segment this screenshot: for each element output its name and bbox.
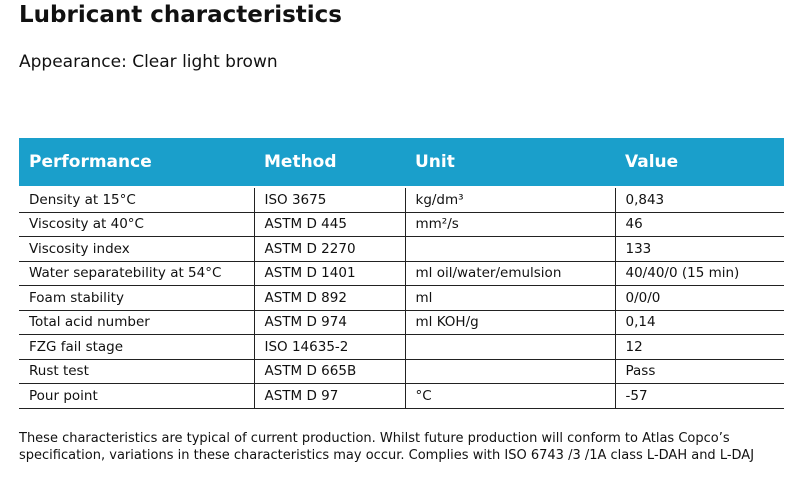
- table-cell: Pour point: [19, 383, 255, 409]
- table-row: Pour point ASTM D 97 °C -57: [19, 383, 784, 409]
- table-cell: ml: [404, 285, 616, 311]
- table-cell: ASTM D 665B: [253, 358, 406, 384]
- column-header: Value: [615, 138, 784, 188]
- table-cell: kg/dm³: [404, 186, 616, 213]
- table-row: Density at 15°C ISO 3675 kg/dm³ 0,843: [19, 186, 784, 213]
- table-cell: Foam stability: [19, 285, 255, 311]
- table-cell: Density at 15°C: [19, 186, 255, 213]
- table-cell: ml oil/water/emulsion: [404, 260, 616, 286]
- table-cell: [404, 358, 616, 384]
- table-cell: ASTM D 1401: [253, 260, 406, 286]
- table-row: Water separatebility at 54°C ASTM D 1401 m…: [19, 260, 784, 286]
- table-cell: °C: [404, 383, 616, 409]
- table-cell: [404, 334, 616, 360]
- table-cell: Viscosity at 40°C: [19, 211, 255, 237]
- table-cell: Total acid number: [19, 309, 255, 335]
- table-cell: 40/40/0 (15 min): [614, 260, 784, 286]
- table-cell: ASTM D 97: [253, 383, 406, 409]
- table-cell: 12: [614, 334, 784, 360]
- table-row: Total acid number ASTM D 974 ml KOH/g 0,14: [19, 309, 784, 335]
- column-header: Performance: [19, 138, 254, 188]
- column-header: Method: [254, 138, 405, 188]
- table-cell: [404, 236, 616, 262]
- title: Lubricant characteristics: [19, 2, 342, 28]
- table-cell: ml KOH/g: [404, 309, 616, 335]
- column-header: Unit: [405, 138, 615, 188]
- table-cell: ASTM D 445: [253, 211, 406, 237]
- table-cell: 0,14: [614, 309, 784, 335]
- table-row: Viscosity index ASTM D 2270 133: [19, 236, 784, 262]
- appearance: Appearance: Clear light brown: [19, 52, 278, 72]
- table-cell: -57: [614, 383, 784, 409]
- header-row: Performance Method Unit Value: [19, 138, 784, 188]
- table-cell: ISO 3675: [253, 186, 406, 213]
- table-cell: Water separatebility at 54°C: [19, 260, 255, 286]
- table-cell: ISO 14635-2: [253, 334, 406, 360]
- table-cell: ASTM D 892: [253, 285, 406, 311]
- table-cell: Viscosity index: [19, 236, 255, 262]
- table-row: FZG fail stage ISO 14635-2 12: [19, 334, 784, 360]
- table-cell: 46: [614, 211, 784, 237]
- footnote: These characteristics are typical of cur…: [19, 431, 755, 463]
- table-row: Viscosity at 40°C ASTM D 445 mm²/s 46: [19, 211, 784, 237]
- table-row: Rust test ASTM D 665B Pass: [19, 358, 784, 384]
- table-cell: Rust test: [19, 358, 255, 384]
- characteristics-table: Performance Method Unit Value Density at 15…: [19, 138, 784, 409]
- table-cell: 0/0/0: [614, 285, 784, 311]
- table-cell: Pass: [614, 358, 784, 384]
- table-row: Foam stability ASTM D 892 ml 0/0/0: [19, 285, 784, 311]
- table-cell: 133: [614, 236, 784, 262]
- table-cell: FZG fail stage: [19, 334, 255, 360]
- table-body: Density at 15°C ISO 3675 kg/dm³ 0,843 Viscos…: [19, 186, 784, 409]
- table-cell: ASTM D 2270: [253, 236, 406, 262]
- table-cell: ASTM D 974: [253, 309, 406, 335]
- table-cell: 0,843: [614, 186, 784, 213]
- table-cell: mm²/s: [404, 211, 616, 237]
